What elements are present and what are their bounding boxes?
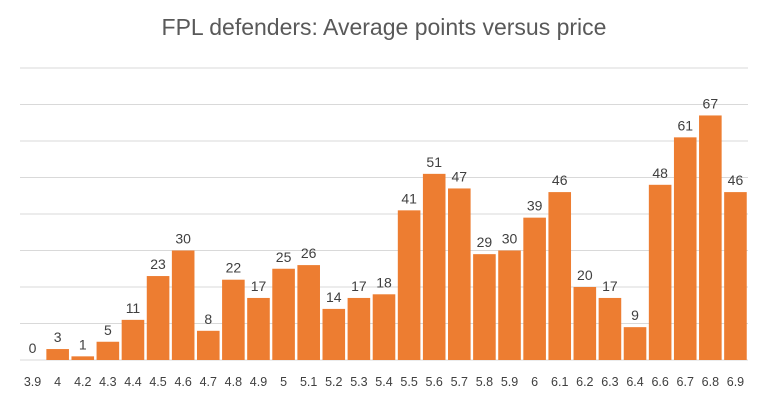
data-label: 46	[552, 172, 568, 188]
x-tick-label: 5.2	[325, 375, 342, 389]
x-tick-label: 5.6	[426, 375, 443, 389]
data-label: 47	[452, 168, 468, 184]
data-label: 30	[502, 231, 518, 247]
x-tick-label: 6.9	[727, 375, 744, 389]
x-tick-label: 4.3	[99, 375, 116, 389]
x-tick-label: 4.9	[250, 375, 267, 389]
x-tick-label: 4.4	[124, 375, 141, 389]
data-label: 41	[401, 190, 417, 206]
x-tick-label: 4.2	[74, 375, 91, 389]
x-tick-label: 4.7	[200, 375, 217, 389]
bar	[322, 308, 346, 360]
x-tick-label: 4.5	[149, 375, 166, 389]
x-tick-label: 6.2	[576, 375, 593, 389]
x-tick-label: 4.8	[225, 375, 242, 389]
bar	[548, 192, 572, 360]
x-tick-label: 5.4	[375, 375, 392, 389]
bar	[46, 349, 69, 360]
data-label: 0	[29, 340, 37, 356]
data-label: 17	[251, 278, 267, 294]
bar	[397, 210, 421, 360]
data-label: 5	[104, 322, 112, 338]
bar	[272, 268, 295, 360]
bar	[171, 250, 195, 360]
x-tick-label: 6.1	[551, 375, 568, 389]
x-tick-label: 6.8	[702, 375, 719, 389]
data-label: 3	[54, 329, 62, 345]
data-label: 26	[301, 245, 317, 261]
x-tick-label: 5.3	[350, 375, 367, 389]
bar	[121, 319, 145, 360]
bar	[146, 276, 170, 360]
data-label: 39	[527, 198, 543, 214]
data-label: 20	[577, 267, 593, 283]
x-tick-label: 4.6	[174, 375, 191, 389]
bar	[71, 356, 95, 360]
chart-title: FPL defenders: Average points versus pri…	[161, 14, 607, 40]
data-label: 61	[677, 117, 693, 133]
bar	[347, 297, 371, 360]
data-label: 1	[79, 336, 87, 352]
x-tick-label: 5.7	[451, 375, 468, 389]
x-tick-label: 4	[54, 375, 61, 389]
data-label: 18	[376, 274, 392, 290]
bar	[598, 297, 622, 360]
data-label: 48	[652, 165, 668, 181]
x-tick-label: 3.9	[24, 375, 41, 389]
x-tick-label: 5	[280, 375, 287, 389]
x-tick-label: 6.7	[677, 375, 694, 389]
data-label: 17	[602, 278, 618, 294]
bar	[523, 217, 546, 360]
x-tick-label: 6.4	[626, 375, 643, 389]
bar	[724, 192, 747, 360]
bar	[196, 330, 220, 360]
bar	[473, 254, 496, 360]
bar	[448, 188, 471, 360]
data-label: 30	[175, 231, 191, 247]
bar	[498, 250, 521, 360]
x-tick-label: 6.6	[651, 375, 668, 389]
data-label: 29	[477, 234, 493, 250]
bar	[699, 115, 722, 360]
bar	[372, 294, 396, 360]
bar	[623, 327, 647, 360]
bar	[673, 137, 697, 360]
data-label: 25	[276, 249, 292, 265]
data-labels: 0 3 1 5 11 23 30 8 22 17 25 26 14 17 18 41 51 47 29 30 39 46 2…	[29, 95, 744, 356]
x-tick-label: 6	[531, 375, 538, 389]
data-label: 14	[326, 289, 342, 305]
data-label: 8	[204, 311, 212, 327]
data-label: 67	[703, 95, 719, 111]
x-tick-label: 6.3	[601, 375, 618, 389]
bar	[573, 287, 597, 360]
bar	[422, 173, 446, 360]
x-tick-label: 5.5	[400, 375, 417, 389]
data-label: 22	[226, 260, 242, 276]
bar	[297, 265, 320, 360]
data-label: 51	[426, 154, 442, 170]
x-tick-label: 5.8	[476, 375, 493, 389]
x-tick-label: 5.1	[300, 375, 317, 389]
data-label: 11	[126, 300, 141, 316]
bar	[222, 279, 245, 360]
data-label: 9	[631, 307, 639, 323]
data-label: 17	[351, 278, 367, 294]
data-label: 23	[150, 256, 166, 272]
x-axis-ticks: 3.9 4 4.2 4.3 4.4 4.5 4.6 4.7 4.8 4.9 5 5.1 5.2 5.3 5.…	[24, 375, 744, 389]
bars	[46, 115, 747, 360]
x-tick-label: 5.9	[501, 375, 518, 389]
bar	[247, 297, 270, 360]
data-label: 46	[728, 172, 744, 188]
bar	[96, 341, 120, 360]
bar	[648, 184, 672, 360]
